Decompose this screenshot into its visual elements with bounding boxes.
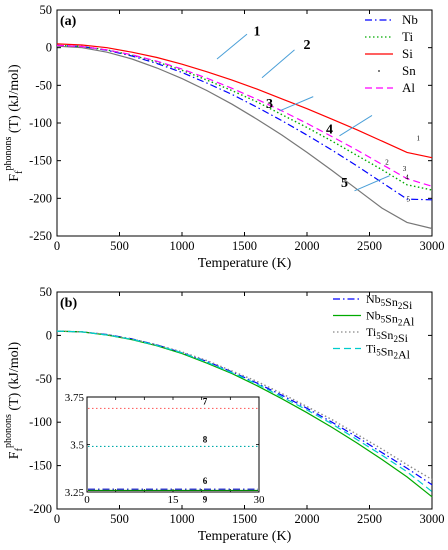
annotation-leader: [339, 115, 373, 137]
inset-line-label: 6: [203, 476, 208, 486]
legend-label: Sn: [402, 63, 416, 78]
x-tick-label: 2500: [357, 512, 382, 526]
inset-y-tick-label: 3.5: [70, 440, 84, 452]
series-line: [56, 44, 433, 187]
inset-x-tick-label: 0: [84, 494, 90, 506]
x-tick-label: 1500: [232, 239, 257, 253]
inset-line-label: 8: [203, 434, 208, 444]
annotation-leader: [216, 33, 248, 60]
plot-frame: [56, 9, 433, 237]
y-tick-label: 0: [46, 41, 52, 55]
series-line: [56, 44, 433, 191]
legend-label: Nb5Sn2Si: [366, 292, 413, 312]
series-line: [56, 43, 433, 159]
y-tick-label: -250: [29, 229, 52, 243]
annotation-label: 5: [341, 176, 348, 191]
annotation-label: 2: [304, 38, 311, 53]
annotation-leader: [279, 96, 314, 112]
x-tick-label: 0: [54, 512, 60, 526]
inset-x-tick-label: 30: [254, 494, 266, 506]
x-tick-label: 0: [54, 239, 60, 253]
annotation-label: 1: [254, 25, 261, 40]
x-tick-label: 500: [110, 512, 129, 526]
inset-y-tick-label: 3.75: [65, 392, 85, 404]
y-tick-label: -100: [29, 415, 52, 429]
series-line: [56, 330, 433, 498]
inset-line-label: 7: [203, 396, 208, 406]
legend-label: Si: [402, 46, 413, 61]
y-tick-label: 50: [40, 3, 53, 17]
x-tick-label: 3000: [420, 512, 445, 526]
inset-x-tick-label: 15: [168, 494, 180, 506]
x-tick-label: 1500: [232, 512, 257, 526]
curve-label: 5: [407, 195, 411, 203]
inset-frame: [86, 396, 260, 493]
series-line: [56, 330, 433, 486]
y-tick-label: -50: [35, 372, 52, 386]
y-axis-label: Ffphonons (T) (kJ/mol): [3, 341, 25, 459]
annotation-label: 4: [326, 123, 333, 138]
x-tick-label: 1000: [170, 512, 195, 526]
y-tick-label: 0: [46, 328, 52, 342]
y-tick-label: -200: [29, 191, 52, 205]
panel-label: (a): [60, 14, 77, 29]
legend-label: Al: [402, 80, 415, 95]
annotation-leader: [261, 49, 295, 79]
legend-label: Nb5Sn2Al: [366, 309, 415, 329]
x-tick-label: 500: [110, 239, 129, 253]
legend-label: Nb: [402, 12, 418, 27]
panel-label: (b): [60, 296, 77, 311]
legend-label: Ti: [402, 29, 413, 44]
y-tick-label: 50: [40, 285, 53, 299]
x-tick-label: 2500: [357, 239, 382, 253]
legend-label: Ti5Sn2Al: [366, 342, 411, 362]
x-axis-label: Temperature (K): [198, 256, 292, 271]
inset-y-tick-label: 3.25: [65, 487, 85, 499]
y-axis-label: Ffphonons (T) (kJ/mol): [3, 64, 25, 182]
y-tick-label: -150: [29, 459, 52, 473]
annotation-leader: [354, 175, 390, 192]
curve-label: 1: [417, 134, 421, 142]
y-tick-label: -50: [35, 78, 52, 92]
x-tick-label: 1000: [170, 239, 195, 253]
x-tick-label: 3000: [420, 239, 445, 253]
curve-label: 3: [403, 165, 407, 173]
curve-label: 4: [405, 174, 409, 182]
curve-label: 2: [385, 158, 389, 166]
legend-label: Ti5Sn2Si: [366, 325, 409, 345]
y-tick-label: -100: [29, 116, 52, 130]
y-tick-label: -150: [29, 154, 52, 168]
x-tick-label: 2000: [295, 239, 320, 253]
y-tick-label: -200: [29, 502, 52, 516]
legend-marker: [378, 70, 380, 72]
series-line: [56, 44, 433, 201]
series-line: [56, 45, 433, 230]
x-axis-label: Temperature (K): [198, 529, 292, 544]
x-tick-label: 2000: [295, 512, 320, 526]
annotation-label: 3: [266, 97, 273, 112]
inset-line-label: 9: [203, 494, 208, 504]
